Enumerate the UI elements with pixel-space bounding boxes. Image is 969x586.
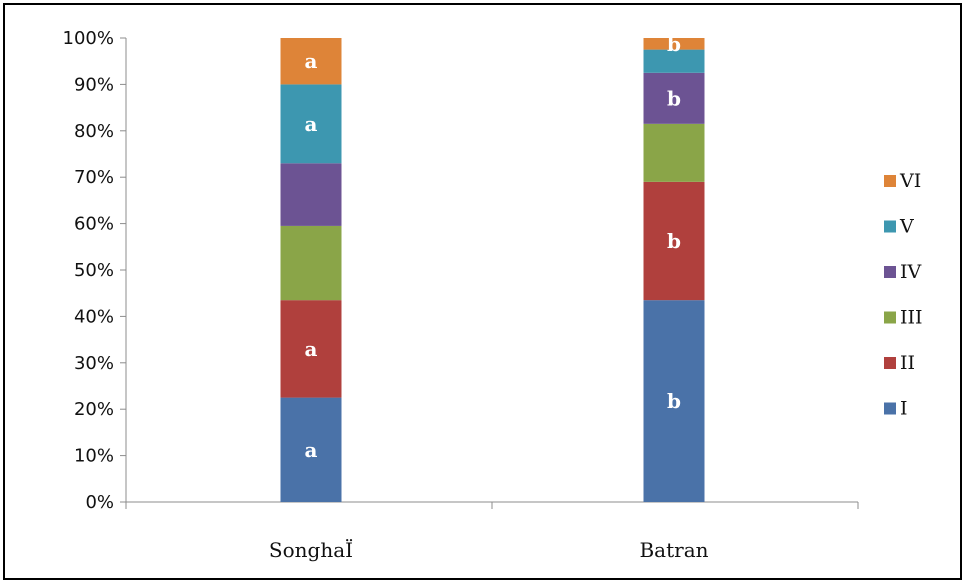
y-tick-label: 100% <box>63 28 114 49</box>
axes: 0% 10% 20% 30% 40% 50% 60% 70% 80% 90% 100% SonghaÏ… <box>63 28 859 562</box>
segment-letter-label: b <box>667 229 681 253</box>
chart-frame <box>3 3 962 580</box>
legend-swatch <box>884 175 896 187</box>
bar-segment-v-songhai <box>280 84 342 164</box>
y-tick-label: 40% <box>74 306 114 327</box>
legend-label: II <box>900 352 915 374</box>
legend-swatch <box>884 220 896 233</box>
bar-segment-iv-songhai <box>280 163 342 226</box>
segment-letter-label: a <box>305 49 318 73</box>
segment-letter-label: a <box>305 112 318 136</box>
legend-swatch <box>884 311 896 324</box>
y-tick-label: 30% <box>74 353 114 374</box>
segment-letter-label: b <box>667 86 681 110</box>
x-category-label: Batran <box>639 538 708 562</box>
y-tick-label: 90% <box>74 74 114 95</box>
legend-swatch <box>884 402 896 415</box>
bar-segment-ii-batran <box>643 181 705 301</box>
bar-segment-vi-batran <box>643 38 705 50</box>
bar-segment-ii-songhai <box>280 300 342 398</box>
segment-letter-label: b <box>667 389 681 413</box>
x-category-label: SonghaÏ <box>269 538 353 562</box>
y-tick-label: 60% <box>74 214 114 235</box>
y-tick-label: 80% <box>74 121 114 142</box>
bar-segment-iii-batran <box>643 123 705 182</box>
bar-segment-iii-songhai <box>280 225 342 301</box>
segment-letter-label: b <box>667 32 681 56</box>
legend-swatch <box>884 357 896 369</box>
legend-label: I <box>900 398 908 420</box>
y-tick-label: 0% <box>85 492 114 513</box>
bar-segment-v-batran <box>643 49 705 73</box>
legend-swatch <box>884 266 896 278</box>
bar-segment-i-songhai <box>280 397 342 502</box>
legend-label: V <box>899 216 914 238</box>
bar-segment-vi-songhai <box>280 38 342 85</box>
y-tick-label: 70% <box>74 167 114 188</box>
y-tick-label: 10% <box>74 446 114 467</box>
segment-letter-label: a <box>305 337 318 361</box>
bar-segment-iv-batran <box>643 72 705 124</box>
bar-segment-i-batran <box>643 300 705 502</box>
legend-label: III <box>900 307 923 329</box>
segment-letter-label: a <box>305 438 318 462</box>
bars: a a a a b b b b <box>280 32 705 502</box>
legend-label: IV <box>900 261 922 283</box>
y-tick-label: 50% <box>74 260 114 281</box>
y-tick-label: 20% <box>74 399 114 420</box>
legend-label: VI <box>899 170 921 192</box>
